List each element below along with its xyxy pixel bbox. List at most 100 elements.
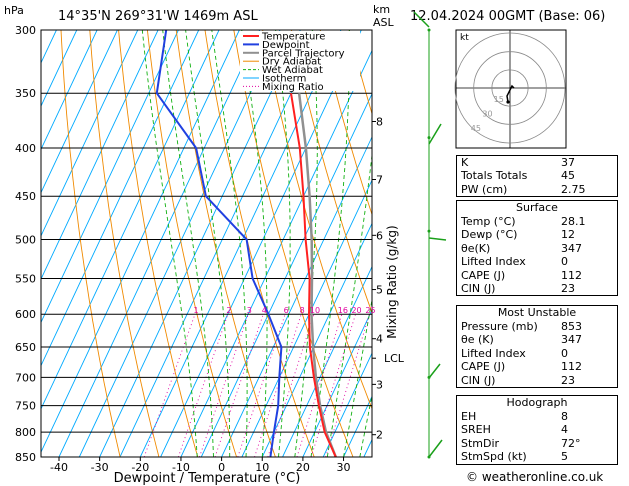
surface-title: Surface <box>516 201 558 214</box>
hodograph-stat-row: EH 8 <box>457 410 617 423</box>
dry-adiabat-line <box>290 30 372 314</box>
pressure-tick-label: 650 <box>15 341 36 354</box>
parcel-trajectory-line <box>297 93 337 457</box>
pressure-tick-label: 450 <box>15 190 36 203</box>
surface-row: Lifted Index 0 <box>457 255 617 268</box>
pressure-tick-label: 800 <box>15 426 36 439</box>
isotherm-line <box>99 30 301 457</box>
wet-adiabat-line <box>343 296 372 457</box>
surface-value: 347 <box>561 241 582 255</box>
pressure-tick-label: 400 <box>15 142 36 155</box>
index-value: 37 <box>561 156 575 169</box>
legend-label: Temperature <box>261 32 325 43</box>
most-unstable-name: θe (K) <box>461 333 494 347</box>
isotherm-line <box>302 308 372 457</box>
dry-adiabat-line <box>89 30 160 457</box>
wind-barb-dot <box>427 375 431 379</box>
surface-name: Dewp (°C) <box>461 228 518 242</box>
legend-label: Isotherm <box>262 74 306 85</box>
wind-barb <box>428 439 443 458</box>
wind-barb-dot <box>427 229 431 233</box>
location-title: 14°35'N 269°31'W 1469m ASL <box>58 9 258 24</box>
x-axis-label: Dewpoint / Temperature (°C) <box>114 471 301 486</box>
isotherm-line <box>41 30 220 410</box>
most-unstable-name: Lifted Index <box>461 346 526 360</box>
mixing-ratio-label: 6 <box>284 306 289 315</box>
isotherm-line <box>41 30 98 151</box>
mixing-ratio-label: 20 <box>351 306 361 315</box>
hodograph-stat-value: 5 <box>561 450 568 464</box>
temperature-tick-label: 20 <box>296 461 310 474</box>
height-km-label: 5 <box>376 284 383 297</box>
most-unstable-value: 23 <box>561 373 575 387</box>
surface-row: Temp (°C) 28.1 <box>457 215 617 228</box>
isotherm-line <box>41 30 159 281</box>
surface-row: CAPE (J) 112 <box>457 269 617 282</box>
index-value: 2.75 <box>561 182 586 196</box>
hodograph-point <box>506 100 510 104</box>
most-unstable-name: CIN (J) <box>461 373 496 387</box>
hodograph-table-title: Hodograph <box>506 396 568 409</box>
pressure-tick-label: 700 <box>15 371 36 384</box>
isotherm-line <box>41 30 118 194</box>
mixing-ratio-line <box>214 314 264 457</box>
dry-adiabat-line <box>204 30 315 457</box>
dry-adiabat-line <box>146 30 238 457</box>
isotherm-line <box>221 135 372 457</box>
mixing-ratio-line <box>310 314 356 457</box>
wind-barb-dot <box>427 455 431 459</box>
isotherm-line <box>58 30 261 457</box>
most-unstable-row: θe (K) 347 <box>457 333 617 346</box>
dry-adiabat-line <box>175 30 276 457</box>
pressure-tick-label: 350 <box>15 87 36 100</box>
surface-value: 112 <box>561 268 582 282</box>
hodograph-stat-value: 72° <box>561 436 581 450</box>
legend-label: Parcel Trajectory <box>262 48 345 59</box>
mixing-ratio-line <box>199 314 249 457</box>
most-unstable-value: 853 <box>561 320 582 333</box>
hodograph-stat-row: StmSpd (kt) 5 <box>457 450 617 463</box>
index-name: Totals Totals <box>461 169 528 183</box>
wind-barb-dot <box>427 136 431 140</box>
hodograph-ring-label: 15 <box>494 95 504 104</box>
legend-label: Mixing Ratio <box>262 82 324 93</box>
dry-adiabat-line <box>233 30 354 457</box>
most-unstable-row: CAPE (J) 112 <box>457 360 617 373</box>
surface-name: θe(K) <box>461 241 491 255</box>
isotherm-line <box>119 30 322 457</box>
surface-value: 28.1 <box>561 215 586 228</box>
surface-table: Surface Temp (°C) 28.1 Dewp (°C) 12 θe(K) 347… <box>456 200 618 297</box>
wet-adiabat-line <box>310 30 350 457</box>
surface-value: 23 <box>561 281 575 295</box>
legend-label: Dewpoint <box>262 40 310 51</box>
mixing-ratio-line <box>325 314 370 457</box>
most-unstable-table: Most Unstable Pressure (mb) 853 θe (K) 347 L… <box>456 305 618 388</box>
most-unstable-name: Pressure (mb) <box>461 320 538 333</box>
hodograph-stat-name: SREH <box>461 423 491 437</box>
index-row: PW (cm) 2.75 <box>457 183 617 196</box>
hodograph-unit-label: kt <box>460 33 469 43</box>
dry-adiabat-line <box>319 30 372 216</box>
dewpoint-line <box>155 30 283 457</box>
mixing-ratio-line <box>143 314 196 457</box>
surface-value: 0 <box>561 255 568 269</box>
pressure-tick-label: 300 <box>15 24 36 37</box>
surface-name: Lifted Index <box>461 255 526 269</box>
legend-label: Dry Adiabat <box>262 57 321 68</box>
temperature-tick-label: -10 <box>172 461 190 474</box>
wind-barb <box>428 363 441 379</box>
most-unstable-row: CIN (J) 23 <box>457 374 617 387</box>
most-unstable-value: 112 <box>561 360 582 374</box>
units-km: km <box>373 3 390 16</box>
hodograph-ring <box>491 69 529 107</box>
most-unstable-name: CAPE (J) <box>461 360 506 374</box>
pressure-tick-label: 850 <box>15 451 36 464</box>
most-unstable-title: Most Unstable <box>497 306 577 319</box>
hodograph-stat-name: StmSpd (kt) <box>461 450 527 464</box>
surface-row: CIN (J) 23 <box>457 282 617 295</box>
surface-value: 12 <box>561 228 575 242</box>
hodograph-stat-value: 8 <box>561 410 568 423</box>
